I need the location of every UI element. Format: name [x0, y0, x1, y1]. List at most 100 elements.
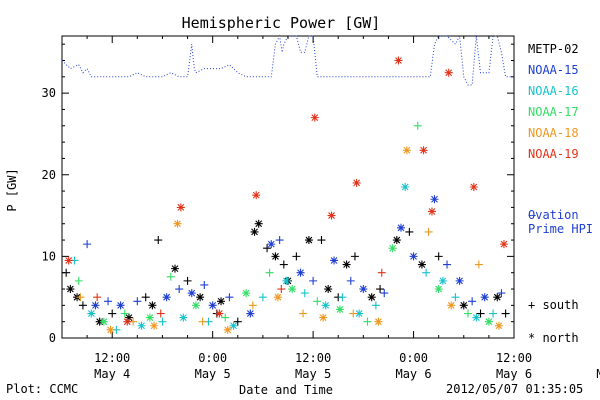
- data-point-north: [493, 293, 502, 302]
- data-point-north: [469, 183, 478, 191]
- data-point-north: [427, 207, 436, 216]
- legend-item: METP-02: [528, 42, 579, 56]
- data-point-south: [463, 309, 472, 318]
- data-point-north: [434, 285, 443, 294]
- data-point-north: [296, 268, 305, 277]
- data-point-south: [309, 276, 318, 285]
- ovation-legend-dash: —: [514, 208, 536, 222]
- y-tick-label: 20: [42, 168, 56, 182]
- data-points: [62, 56, 510, 334]
- data-point-north: [367, 293, 376, 302]
- x-axis: 12:00 May 4 0:00 May 5 12:00 May 5 0:00 May 6 12…: [61, 36, 600, 381]
- x-tick-time: 12:00: [295, 351, 331, 365]
- data-point-south: [371, 301, 380, 310]
- data-point-north: [430, 195, 439, 204]
- data-point-north: [310, 113, 319, 122]
- marker-key-north: * north: [528, 331, 579, 345]
- data-point-south: [451, 293, 460, 302]
- data-point-north: [64, 256, 73, 265]
- data-point-north: [447, 301, 456, 310]
- y-tick-label: 30: [42, 86, 56, 100]
- data-point-north: [267, 240, 276, 249]
- data-point-south: [277, 285, 286, 294]
- data-point-north: [401, 183, 410, 191]
- data-point-south: [76, 293, 85, 302]
- data-point-north: [438, 276, 447, 285]
- data-point-north: [374, 317, 383, 326]
- data-point-north: [352, 178, 361, 187]
- data-point-north: [215, 309, 224, 318]
- data-point-south: [120, 309, 129, 318]
- x-tick-date: May 6: [496, 367, 532, 381]
- data-point-south: [380, 289, 389, 298]
- data-point-south: [443, 260, 452, 269]
- data-point-north: [444, 68, 453, 77]
- data-point-north: [176, 203, 185, 212]
- data-point-north: [319, 313, 328, 322]
- x-tick-date: May 5: [295, 367, 331, 381]
- data-point-north: [342, 260, 351, 269]
- data-point-north: [254, 219, 263, 228]
- data-point-north: [419, 146, 428, 155]
- data-point-south: [154, 236, 163, 245]
- data-point-north: [335, 305, 344, 314]
- data-point-north: [271, 252, 280, 261]
- data-point-south: [175, 285, 184, 294]
- ovation-legend-label: Ovation Prime HPI: [528, 208, 594, 236]
- data-point-south: [317, 236, 326, 245]
- data-point-south: [248, 301, 257, 310]
- marker-key-south: + south: [528, 298, 579, 312]
- data-point-south: [265, 268, 274, 277]
- data-point-north: [355, 309, 364, 318]
- data-point-north: [472, 313, 481, 322]
- data-point-north: [229, 321, 238, 330]
- data-point-north: [171, 264, 179, 273]
- data-point-south: [476, 309, 485, 318]
- data-point-south: [108, 309, 117, 318]
- data-point-south: [104, 297, 113, 306]
- legend-item: NOAA-16: [528, 84, 579, 98]
- data-point-south: [377, 268, 386, 277]
- y-tick-label: 10: [42, 249, 56, 263]
- chart-title: Hemispheric Power [GW]: [182, 14, 381, 32]
- data-point-north: [106, 325, 115, 334]
- data-point-south: [200, 280, 209, 289]
- x-tick-time: 12:00: [94, 351, 130, 365]
- data-point-north: [288, 285, 297, 294]
- data-point-north: [150, 321, 159, 330]
- data-point-north: [484, 317, 493, 326]
- x-tick-time: 0:00: [198, 351, 227, 365]
- data-point-south: [156, 309, 165, 318]
- data-point-north: [304, 236, 313, 245]
- data-point-north: [242, 289, 251, 298]
- x-tick-date: May 4: [94, 367, 130, 381]
- ovation-legend: — Ovation Prime HPI: [514, 208, 600, 236]
- y-axis: 0 10 20 30: [42, 43, 514, 345]
- footer-plot-source: Plot: CCMC: [6, 382, 79, 396]
- data-point-north: [388, 244, 397, 253]
- data-point-south: [233, 317, 242, 326]
- data-point-north: [124, 313, 133, 322]
- data-point-north: [459, 301, 468, 310]
- ovation-series-line: [61, 34, 514, 86]
- data-point-north: [87, 309, 96, 318]
- data-point-north: [330, 256, 339, 265]
- data-point-south: [166, 272, 175, 281]
- data-point-north: [223, 325, 232, 334]
- data-point-north: [494, 321, 503, 330]
- data-point-south: [198, 317, 207, 326]
- data-point-north: [394, 56, 403, 65]
- data-point-north: [196, 293, 205, 302]
- data-point-south: [434, 252, 443, 261]
- x-tick-time: 0:00: [399, 351, 428, 365]
- data-point-south: [501, 309, 510, 318]
- data-point-north: [99, 317, 108, 326]
- data-point-south: [133, 297, 142, 306]
- data-point-north: [91, 301, 100, 310]
- legend-item: NOAA-15: [528, 63, 579, 77]
- data-point-north: [250, 227, 259, 236]
- data-point-south: [93, 293, 102, 302]
- data-point-south: [141, 293, 150, 302]
- data-point-north: [208, 301, 217, 310]
